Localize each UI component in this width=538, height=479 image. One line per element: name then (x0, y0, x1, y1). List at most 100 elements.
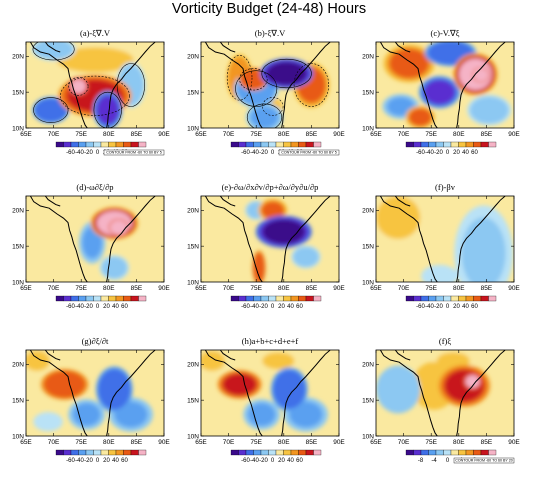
colorbar-h: -60 -40 -20 0 20 40 60 (230, 449, 322, 464)
colorbar-label: 60 (296, 458, 303, 464)
plot-frame (200, 195, 340, 283)
colorbar-label: 20 (103, 304, 110, 310)
contour-line (60, 75, 130, 116)
x-tick-label: 80E (103, 285, 115, 292)
colorbar-label: -40 (425, 304, 434, 310)
colorbar-swatch (63, 295, 72, 302)
colorbar-swatch (283, 449, 292, 456)
colorbar-label: -40 (250, 150, 259, 156)
plot-area-f (376, 196, 514, 282)
colorbar-f: -60 -40 -20 0 20 40 60 (405, 295, 497, 310)
y-tick-label: 20N (12, 208, 24, 215)
x-tick-label: 65E (20, 131, 32, 138)
colorbar-swatch (465, 449, 474, 456)
x-tick-label: 80E (453, 439, 465, 446)
panel-c: (c)-V.∇ξ 65E 70E 75E 80E 85E 90E 10N 15N 20N -60 -4… (362, 28, 520, 156)
x-tick-label: 80E (278, 131, 290, 138)
colorbar-swatch (260, 295, 269, 302)
colorbar-label: -8 (418, 458, 424, 464)
data-blob (465, 375, 480, 388)
colorbar-label: -60 (241, 304, 250, 310)
data-blob (61, 49, 129, 71)
colorbar-swatch (413, 141, 422, 148)
data-blob (70, 79, 87, 94)
panel-title-h: (h)a+b+c+d+e+f (242, 336, 299, 346)
x-tick-label: 65E (195, 285, 207, 292)
plot-area-i (376, 350, 514, 436)
data-blob (37, 414, 60, 429)
coastline (281, 42, 331, 128)
colorbar-swatch (405, 295, 414, 302)
colorbar-label: 60 (471, 304, 478, 310)
colorbar-label: -40 (75, 304, 84, 310)
colorbar-swatch (413, 449, 422, 456)
data-blob (376, 196, 421, 239)
colorbar-swatch (123, 141, 132, 148)
x-tick-label: 85E (131, 131, 143, 138)
x-tick-label: 70E (398, 285, 410, 292)
colorbar-label: -4 (431, 458, 437, 464)
colorbar-swatch (488, 141, 497, 148)
colorbar-swatch (428, 295, 437, 302)
contour-line (226, 55, 253, 101)
x-tick-label: 80E (453, 285, 465, 292)
panel-i: (f)ξ65E70E75E80E85E90E10N15N20N-8-4048CO… (362, 336, 520, 464)
colorbar-swatch (275, 449, 284, 456)
plot-area-h (201, 350, 339, 436)
colorbar-g: -60 -40 -20 0 20 40 60 (55, 449, 147, 464)
x-tick-label: 90E (333, 439, 345, 446)
colorbar-swatch (63, 141, 72, 148)
x-tick-label: 85E (481, 285, 493, 292)
y-tick-label: 10N (362, 125, 374, 132)
colorbar-swatch (85, 295, 94, 302)
data-blob (431, 42, 470, 63)
colorbar-label: -60 (416, 304, 425, 310)
colorbar-label: 20 (453, 150, 460, 156)
colorbar-swatch (70, 295, 79, 302)
x-tick-label: 90E (158, 439, 170, 446)
colorbar-swatch (443, 141, 452, 148)
x-tick-label: 75E (250, 131, 262, 138)
colorbar-swatch (480, 141, 489, 148)
coastline (379, 350, 438, 436)
colorbar-swatch (93, 295, 102, 302)
colorbar-swatch (260, 141, 269, 148)
panel-title-i: (f)ξ (439, 336, 451, 346)
colorbar-label: 0 (271, 458, 275, 464)
colorbar-swatch (78, 295, 87, 302)
colorbar-swatch (480, 449, 489, 456)
colorbar-label: -20 (434, 150, 443, 156)
coastline (219, 196, 236, 207)
x-tick-label: 65E (195, 439, 207, 446)
data-blob (381, 371, 415, 408)
data-blob (103, 258, 126, 278)
panel-a: (a)-ξ∇.V 65E 70E 75E 80E 85E 90E 10N 15N 20N -60 -4… (12, 28, 170, 156)
colorbar-swatch (283, 295, 292, 302)
colorbar-swatch (230, 295, 239, 302)
plot-frame (375, 195, 515, 283)
colorbar-swatch (450, 295, 459, 302)
x-tick-label: 90E (508, 285, 520, 292)
colorbar-swatch (480, 295, 489, 302)
x-tick-label: 70E (223, 439, 235, 446)
colorbar-swatch (253, 141, 262, 148)
x-tick-label: 75E (425, 131, 437, 138)
x-tick-label: 80E (453, 131, 465, 138)
contour-line (293, 63, 330, 107)
panel-title-a: (a)-ξ∇.V (80, 28, 111, 38)
y-tick-label: 20N (362, 54, 374, 61)
coastline (106, 350, 156, 436)
colorbar-swatch (93, 449, 102, 456)
colorbar-swatch (473, 449, 482, 456)
colorbar-swatch (450, 141, 459, 148)
colorbar-label: 40 (112, 458, 119, 464)
y-tick-label: 10N (187, 125, 199, 132)
contour-line (33, 97, 69, 123)
colorbar-swatch (465, 141, 474, 148)
x-tick-label: 80E (278, 285, 290, 292)
colorbar-swatch (138, 295, 147, 302)
panel-title-f: (f)-βv (435, 182, 456, 192)
y-tick-label: 20N (362, 208, 374, 215)
colorbar-swatch (230, 141, 239, 148)
y-tick-label: 10N (362, 279, 374, 286)
